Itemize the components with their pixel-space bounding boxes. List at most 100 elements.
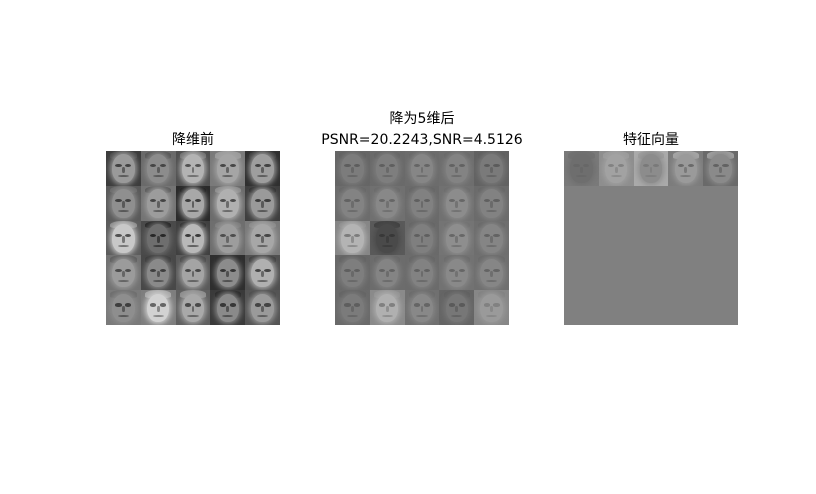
face-mouth <box>346 244 358 248</box>
face-mouth <box>152 244 164 248</box>
face-eye-l <box>115 233 122 237</box>
face-nose <box>122 201 125 208</box>
empty-tile <box>703 220 738 256</box>
face-tile <box>404 220 440 256</box>
face-nose <box>420 166 424 173</box>
face-eye-r <box>423 199 430 203</box>
face-eye-l <box>115 268 122 272</box>
face-image <box>106 220 141 256</box>
face-eye-l <box>379 164 386 168</box>
face-eye-l <box>219 199 227 203</box>
face-mouth <box>257 279 269 282</box>
face-tile <box>404 151 440 186</box>
face-grid <box>106 151 280 325</box>
face-eye-r <box>194 233 201 237</box>
face-nose <box>122 166 125 173</box>
face-mouth <box>152 314 164 317</box>
face-tile <box>106 255 141 291</box>
face-nose <box>420 305 424 313</box>
face-nose <box>156 271 160 278</box>
face-mouth <box>381 244 393 248</box>
face-image <box>210 185 245 221</box>
face-nose <box>351 236 354 243</box>
face-eye-r <box>458 199 465 203</box>
empty-tile <box>703 185 738 221</box>
face-tile <box>210 290 246 325</box>
face-tile <box>474 151 509 186</box>
face-eye-r <box>388 199 396 203</box>
face-mouth <box>187 175 199 178</box>
face-image <box>474 185 509 221</box>
face-image <box>141 290 176 325</box>
face-mouth <box>451 244 463 248</box>
face-nose <box>261 166 264 173</box>
face-tile <box>210 255 246 291</box>
face-nose <box>226 305 230 313</box>
panel-original-title: 降维前 <box>46 131 340 149</box>
face-nose <box>455 271 459 278</box>
face-nose <box>490 305 493 313</box>
face-eye-r <box>264 199 271 203</box>
face-eye-l <box>344 268 351 272</box>
face-image <box>176 151 211 186</box>
face-image <box>141 255 176 290</box>
face-nose <box>490 201 493 208</box>
face-nose <box>226 166 230 173</box>
face-image <box>370 220 405 256</box>
face-image <box>370 151 405 186</box>
face-eye-l <box>254 268 261 272</box>
face-eye-r <box>458 268 465 272</box>
empty-tile <box>668 185 704 221</box>
face-mouth <box>416 210 428 213</box>
face-eye-r <box>194 303 201 307</box>
face-eye-l <box>448 303 456 307</box>
face-eye-l <box>379 268 386 272</box>
face-mouth <box>381 210 393 213</box>
face-eye-r <box>194 268 201 272</box>
face-image <box>474 255 509 290</box>
face-mouth <box>117 279 129 282</box>
face-eye-r <box>125 303 132 307</box>
face-eye-r <box>423 303 430 307</box>
face-eye-r <box>493 164 500 168</box>
face-eye-l <box>344 164 351 168</box>
face-eye-r <box>493 199 500 203</box>
face-image <box>245 151 280 186</box>
face-mouth <box>152 175 164 178</box>
face-eye-l <box>413 303 421 307</box>
face-nose <box>191 201 195 208</box>
face-nose <box>385 201 389 208</box>
face-nose <box>385 305 389 313</box>
face-tile <box>106 185 141 221</box>
face-mouth <box>416 175 428 178</box>
face-image <box>141 220 176 256</box>
face-eye-l <box>150 268 157 272</box>
face-eye-r <box>159 164 167 168</box>
face-image <box>405 220 440 256</box>
face-mouth <box>451 279 463 282</box>
face-eye-l <box>254 199 261 203</box>
face-tile <box>245 255 280 291</box>
face-eye-l <box>608 164 615 168</box>
face-eye-l <box>448 164 456 168</box>
face-eye-l <box>379 303 386 307</box>
face-tile <box>474 290 509 325</box>
face-mouth <box>416 244 428 248</box>
face-image <box>439 290 474 325</box>
face-tile <box>140 220 176 256</box>
face-image <box>335 290 370 325</box>
face-eye-r <box>159 233 167 237</box>
face-mouth <box>117 175 129 178</box>
face-eye-l <box>344 233 351 237</box>
face-nose <box>420 201 424 208</box>
face-image <box>370 255 405 290</box>
face-eye-r <box>125 233 132 237</box>
face-image <box>439 220 474 256</box>
face-eye-l <box>379 233 386 237</box>
face-tile <box>564 151 599 186</box>
face-eye-l <box>483 199 490 203</box>
title-line: 降为5维后 <box>389 111 455 127</box>
face-eye-r <box>388 268 396 272</box>
face-mouth <box>222 244 234 248</box>
face-image <box>176 220 211 256</box>
